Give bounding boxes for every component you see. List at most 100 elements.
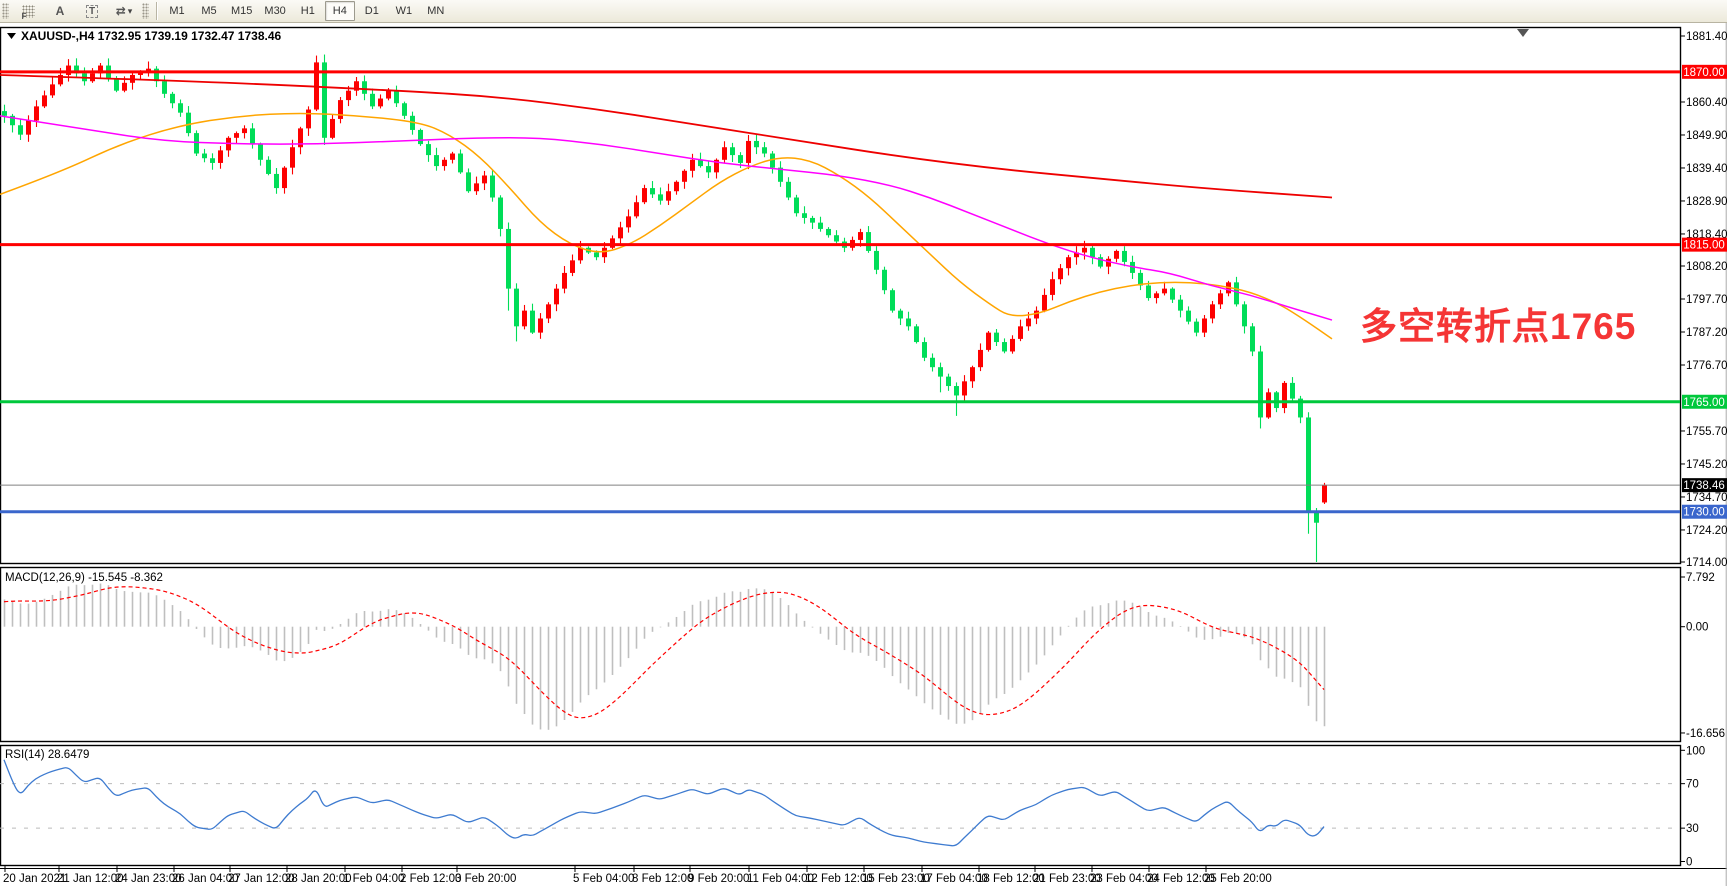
tf-button-d1[interactable]: D1 xyxy=(364,5,379,17)
candle xyxy=(818,222,823,229)
candle xyxy=(698,159,703,167)
candle xyxy=(402,103,407,116)
text-box-icon: T xyxy=(85,4,99,18)
candle xyxy=(338,100,343,119)
macd-pane[interactable] xyxy=(0,566,1682,743)
candle xyxy=(1042,294,1047,311)
candle xyxy=(58,74,63,85)
text-box-button[interactable]: T xyxy=(77,1,107,21)
level-1870.00-label: 1870.00 xyxy=(1683,67,1725,79)
candle xyxy=(738,155,743,163)
candle xyxy=(1170,288,1175,300)
candle xyxy=(498,197,503,229)
candle xyxy=(1218,293,1223,305)
candle xyxy=(1322,485,1327,503)
toolbar-separator xyxy=(156,2,157,20)
candle xyxy=(834,235,839,242)
time-tick-label: 11 Feb 04:00 xyxy=(747,873,814,885)
candle xyxy=(898,310,903,319)
candle xyxy=(1194,321,1199,333)
candle xyxy=(1122,250,1127,262)
candle xyxy=(258,144,263,160)
tf-button-m15[interactable]: M15 xyxy=(231,5,253,17)
candle xyxy=(514,288,519,327)
time-tick-label: 9 Feb 20:00 xyxy=(688,873,749,885)
candle xyxy=(306,109,311,129)
candle xyxy=(442,159,447,167)
candle xyxy=(146,68,151,72)
candle xyxy=(786,181,791,198)
candle xyxy=(1162,288,1167,294)
candle xyxy=(810,217,815,223)
candle xyxy=(1258,351,1263,418)
candle xyxy=(298,128,303,148)
rsi-label: RSI(14) 28.6479 xyxy=(5,749,89,761)
candle xyxy=(362,81,367,94)
candle xyxy=(770,153,775,168)
macd-signal-line xyxy=(3,586,1325,719)
candle xyxy=(714,159,719,173)
time-tick-label: 20 Jan 2021 xyxy=(3,873,66,885)
candle xyxy=(1250,326,1255,352)
price-tick-label: 1776.70 xyxy=(1686,360,1727,372)
time-tick-label: 2 Feb 12:00 xyxy=(400,873,461,885)
tf-button-h1[interactable]: H1 xyxy=(300,5,315,17)
candle xyxy=(794,197,799,214)
symbol-collapse-icon xyxy=(7,33,16,39)
macd-scale-label: 7.792 xyxy=(1686,572,1715,584)
candle xyxy=(682,170,687,182)
candle xyxy=(746,140,751,163)
candle xyxy=(626,216,631,228)
candle xyxy=(122,82,127,91)
price-tick-label: 1839.40 xyxy=(1686,163,1727,175)
candle xyxy=(234,133,239,138)
candle xyxy=(274,173,279,189)
tf-button-m1[interactable]: M1 xyxy=(169,5,185,17)
candle xyxy=(1242,304,1247,327)
tf-button-w1[interactable]: W1 xyxy=(395,5,413,17)
candle xyxy=(1210,304,1215,319)
time-tick-label: 24 Feb 12:00 xyxy=(1147,873,1215,885)
tf-button-m30[interactable]: M30 xyxy=(264,5,286,17)
candle xyxy=(2,111,7,116)
price-tick-label: 1745.20 xyxy=(1686,459,1727,471)
tf-button-m5[interactable]: M5 xyxy=(201,5,217,17)
ma-slow-red xyxy=(0,74,1333,199)
candle xyxy=(954,386,959,396)
tf-button-mn[interactable]: MN xyxy=(427,5,445,17)
candle xyxy=(658,194,663,201)
arrow-tools-button[interactable]: ⇄ ▾ xyxy=(109,1,139,21)
candle xyxy=(1034,310,1039,319)
symbol-ohlc-label: XAUUSD-,H4 1732.95 1739.19 1732.47 1738.… xyxy=(21,29,282,43)
time-tick-label: 8 Feb 12:00 xyxy=(632,873,693,885)
time-tick-label: 25 Feb 20:00 xyxy=(1204,873,1272,885)
candle xyxy=(194,133,199,154)
time-tick-label: 21 Jan 12:00 xyxy=(57,873,124,885)
main-chart-pane[interactable] xyxy=(0,26,1682,565)
text-label-button[interactable]: A xyxy=(45,1,75,21)
tf-button-h4[interactable]: H4 xyxy=(324,1,355,21)
grid-f-tool-button[interactable]: F xyxy=(13,1,43,21)
toolbar-grip[interactable] xyxy=(2,3,9,19)
candle xyxy=(474,183,479,192)
candle xyxy=(1058,268,1063,280)
level-1815.00: 1815.00 xyxy=(1682,237,1727,252)
candle xyxy=(1202,318,1207,333)
candle xyxy=(1154,293,1159,299)
candle xyxy=(938,367,943,377)
current-price-label: 1738.46 xyxy=(1683,480,1725,492)
candle xyxy=(282,167,287,189)
rsi-scale-label: 70 xyxy=(1686,779,1699,791)
candle xyxy=(34,106,39,121)
candle xyxy=(906,318,911,327)
candle xyxy=(1026,318,1031,327)
time-tick-label: 12 Feb 12:00 xyxy=(805,873,873,885)
rsi-pane[interactable] xyxy=(0,744,1682,867)
candle xyxy=(1234,282,1239,305)
toolbar-grip-2[interactable] xyxy=(142,3,149,19)
level-1765.00-label: 1765.00 xyxy=(1683,397,1725,409)
candle xyxy=(522,310,527,327)
macd-scale-label: 0.00 xyxy=(1686,622,1708,634)
